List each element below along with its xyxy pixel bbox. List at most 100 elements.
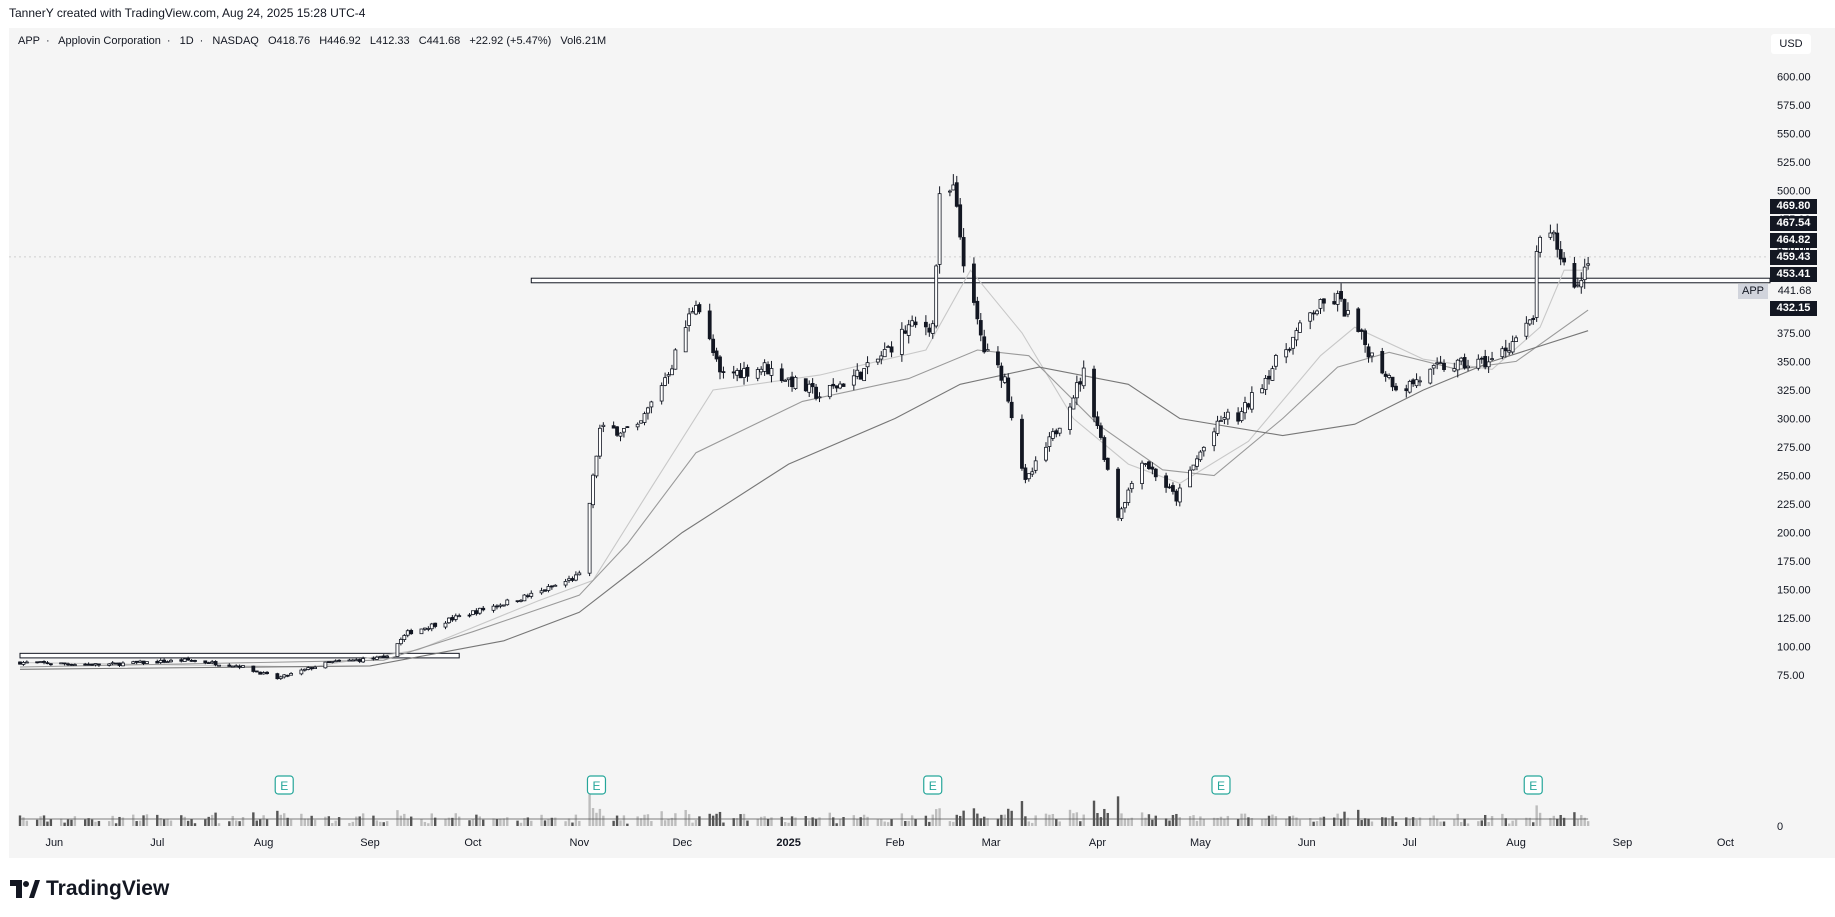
volume-bar xyxy=(674,813,677,826)
candle-body xyxy=(1116,468,1120,518)
volume-bar xyxy=(1514,819,1518,826)
candle-body xyxy=(1078,381,1083,385)
volume-bar xyxy=(331,823,334,826)
candle-body xyxy=(1123,502,1127,509)
candle-body xyxy=(1579,279,1584,288)
candle-body xyxy=(1298,322,1302,333)
volume-bar xyxy=(1291,815,1295,826)
candle-body xyxy=(193,660,197,662)
volume-bar xyxy=(547,819,550,826)
volume-bar xyxy=(931,814,934,826)
candle-body xyxy=(1562,257,1567,263)
price-tick-label: 525.00 xyxy=(1777,157,1811,169)
volume-bar xyxy=(1511,820,1514,826)
candle-body xyxy=(721,371,726,373)
volume-bar xyxy=(1583,817,1586,826)
candle-body xyxy=(522,594,527,602)
volume-bar xyxy=(694,819,698,826)
volume-bar xyxy=(1322,816,1326,826)
volume-bar xyxy=(938,808,941,826)
volume-bar xyxy=(1058,821,1061,826)
candle-body xyxy=(1047,436,1052,447)
candle-body xyxy=(350,659,355,662)
volume-bar xyxy=(1480,820,1483,826)
volume-bar xyxy=(337,817,341,826)
volume-bar xyxy=(111,815,114,826)
volume-bar xyxy=(108,821,111,826)
candle-body xyxy=(1009,401,1014,419)
candle-body xyxy=(865,362,870,368)
volume-bar xyxy=(1264,818,1267,826)
price-tick-label: 125.00 xyxy=(1777,613,1811,625)
volume-bar xyxy=(482,819,485,826)
candle-body xyxy=(546,586,551,591)
candle-body xyxy=(1534,251,1539,318)
volume-bar xyxy=(1130,817,1133,826)
candle-body xyxy=(206,662,211,664)
volume-bar xyxy=(890,819,893,826)
candle-body xyxy=(241,665,245,668)
candle-body xyxy=(793,376,798,389)
volume-bar xyxy=(1055,819,1058,826)
price-tick-label: 150.00 xyxy=(1777,584,1811,596)
chart-area[interactable] xyxy=(9,28,1835,858)
candle-body xyxy=(83,663,88,666)
volume-bar xyxy=(1394,821,1398,826)
volume-bar xyxy=(238,821,241,826)
volume-bar xyxy=(1308,818,1312,826)
candle-body xyxy=(330,661,335,663)
volume-bar xyxy=(530,820,533,826)
candle-body xyxy=(1105,457,1110,470)
earnings-e-icon xyxy=(1211,775,1231,795)
candle-body xyxy=(961,237,966,267)
candle-body xyxy=(1188,469,1192,488)
candle-body xyxy=(73,664,77,666)
volume-bar xyxy=(842,817,845,826)
time-tick-label: Oct xyxy=(464,837,481,849)
candle-body xyxy=(1438,362,1443,365)
candle-body xyxy=(261,672,266,675)
volume-bar xyxy=(1168,820,1171,826)
candle-body xyxy=(42,661,46,663)
volume-bar xyxy=(1477,821,1480,826)
ma-fast-line xyxy=(19,269,1589,668)
candle-body xyxy=(93,663,98,666)
price-tick-label: 600.00 xyxy=(1777,71,1811,83)
tradingview-logo[interactable]: TradingView xyxy=(10,877,169,901)
volume-bar xyxy=(327,816,331,826)
candle-body xyxy=(769,368,774,376)
candle-body xyxy=(1023,467,1028,480)
price-tick-label: 225.00 xyxy=(1777,499,1811,511)
volume-bar xyxy=(159,818,162,826)
price-tick-label: 275.00 xyxy=(1777,442,1811,454)
volume-bar xyxy=(478,816,482,826)
volume-bar xyxy=(35,819,39,826)
volume-bar xyxy=(90,819,94,826)
volume-bar xyxy=(1336,813,1339,826)
volume-bar xyxy=(1504,818,1507,826)
candle-body xyxy=(203,660,208,664)
volume-bar xyxy=(1202,819,1206,826)
volume-bar xyxy=(924,815,928,826)
volume-bar xyxy=(1171,814,1175,826)
candle-body xyxy=(357,659,362,662)
candle-body xyxy=(1215,420,1220,434)
volume-bar xyxy=(1243,813,1247,826)
volume-bar xyxy=(643,814,646,826)
candlesticks xyxy=(18,174,1591,681)
volume-bar xyxy=(1024,816,1027,826)
volume-bar xyxy=(1556,818,1559,826)
volume-bar xyxy=(70,819,73,826)
legend-volume: Vol6.21M xyxy=(560,35,607,47)
candle-body xyxy=(903,330,908,334)
candle-body xyxy=(385,655,390,658)
candle-body xyxy=(594,455,599,477)
volume-bar xyxy=(602,815,605,826)
candle-body xyxy=(1551,231,1556,235)
price-tick-label: 250.00 xyxy=(1777,470,1811,482)
volume-bar xyxy=(1250,818,1254,826)
candle-body xyxy=(1267,375,1271,380)
currency-button[interactable]: USD xyxy=(1771,34,1811,54)
volume-bar xyxy=(183,816,186,826)
